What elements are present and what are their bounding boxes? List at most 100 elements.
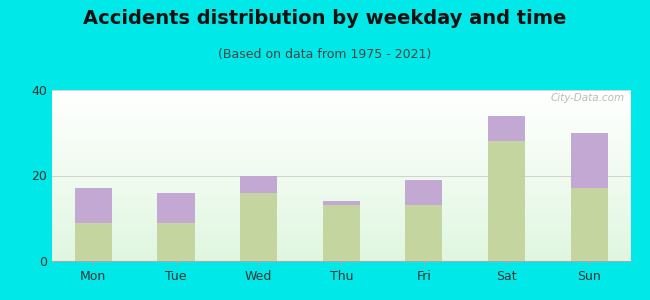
Bar — [52, 90, 630, 92]
Bar — [52, 109, 630, 110]
Bar — [52, 126, 630, 128]
Bar — [52, 141, 630, 143]
Bar — [52, 121, 630, 122]
Bar — [52, 181, 630, 182]
Bar — [322, 201, 360, 206]
Bar — [571, 133, 608, 188]
Bar — [52, 179, 630, 181]
Bar — [52, 92, 630, 93]
Bar — [52, 104, 630, 105]
Bar — [52, 107, 630, 109]
Bar — [75, 188, 112, 223]
Bar — [52, 102, 630, 104]
Bar — [52, 162, 630, 164]
Bar — [52, 235, 630, 237]
Bar — [52, 196, 630, 198]
Bar — [52, 98, 630, 100]
Bar — [52, 112, 630, 114]
Bar — [406, 180, 443, 206]
Bar — [52, 158, 630, 160]
Bar — [52, 124, 630, 126]
Bar — [52, 249, 630, 251]
Bar — [52, 259, 630, 261]
Bar — [52, 143, 630, 145]
Bar — [52, 164, 630, 165]
Text: Accidents distribution by weekday and time: Accidents distribution by weekday and ti… — [83, 9, 567, 28]
Text: (Based on data from 1975 - 2021): (Based on data from 1975 - 2021) — [218, 48, 432, 61]
Bar — [52, 133, 630, 134]
Bar — [75, 223, 112, 261]
Bar — [52, 122, 630, 124]
Bar — [240, 193, 277, 261]
Bar — [52, 105, 630, 107]
Bar — [52, 222, 630, 224]
Bar — [52, 205, 630, 206]
Bar — [240, 176, 277, 193]
Bar — [52, 93, 630, 95]
Bar — [52, 146, 630, 148]
Bar — [52, 129, 630, 131]
Bar — [52, 189, 630, 191]
Bar — [52, 224, 630, 225]
Bar — [52, 155, 630, 157]
Bar — [52, 152, 630, 153]
Bar — [52, 167, 630, 169]
Bar — [52, 203, 630, 205]
Bar — [52, 116, 630, 117]
Bar — [406, 206, 443, 261]
Text: City-Data.com: City-Data.com — [551, 93, 625, 103]
Bar — [52, 128, 630, 129]
Bar — [52, 218, 630, 220]
Bar — [157, 223, 194, 261]
Bar — [52, 252, 630, 254]
Bar — [52, 198, 630, 200]
Bar — [52, 188, 630, 189]
Bar — [52, 114, 630, 116]
Bar — [52, 110, 630, 112]
Bar — [488, 116, 525, 141]
Bar — [52, 176, 630, 177]
Bar — [52, 232, 630, 234]
Bar — [52, 184, 630, 186]
Bar — [52, 100, 630, 102]
Bar — [52, 246, 630, 247]
Bar — [52, 153, 630, 155]
Bar — [52, 234, 630, 235]
Bar — [322, 206, 360, 261]
Bar — [52, 206, 630, 208]
Bar — [52, 244, 630, 246]
Bar — [52, 177, 630, 179]
Bar — [52, 220, 630, 222]
Bar — [52, 165, 630, 167]
Bar — [52, 145, 630, 146]
Bar — [52, 119, 630, 121]
Bar — [52, 131, 630, 133]
Bar — [52, 140, 630, 141]
Bar — [52, 95, 630, 97]
Bar — [52, 225, 630, 227]
Bar — [52, 97, 630, 98]
Bar — [52, 170, 630, 172]
Bar — [52, 258, 630, 259]
Bar — [52, 201, 630, 203]
Bar — [52, 217, 630, 218]
Bar — [52, 256, 630, 258]
Bar — [52, 241, 630, 242]
Bar — [52, 157, 630, 158]
Bar — [52, 172, 630, 174]
Bar — [52, 136, 630, 138]
Bar — [52, 194, 630, 196]
Bar — [52, 200, 630, 201]
Bar — [52, 237, 630, 239]
Bar — [52, 247, 630, 249]
Bar — [488, 141, 525, 261]
Bar — [52, 138, 630, 140]
Bar — [52, 191, 630, 193]
Bar — [52, 208, 630, 210]
Bar — [52, 169, 630, 170]
Bar — [52, 215, 630, 217]
Bar — [52, 134, 630, 136]
Bar — [52, 242, 630, 244]
Bar — [52, 230, 630, 232]
Bar — [52, 193, 630, 194]
